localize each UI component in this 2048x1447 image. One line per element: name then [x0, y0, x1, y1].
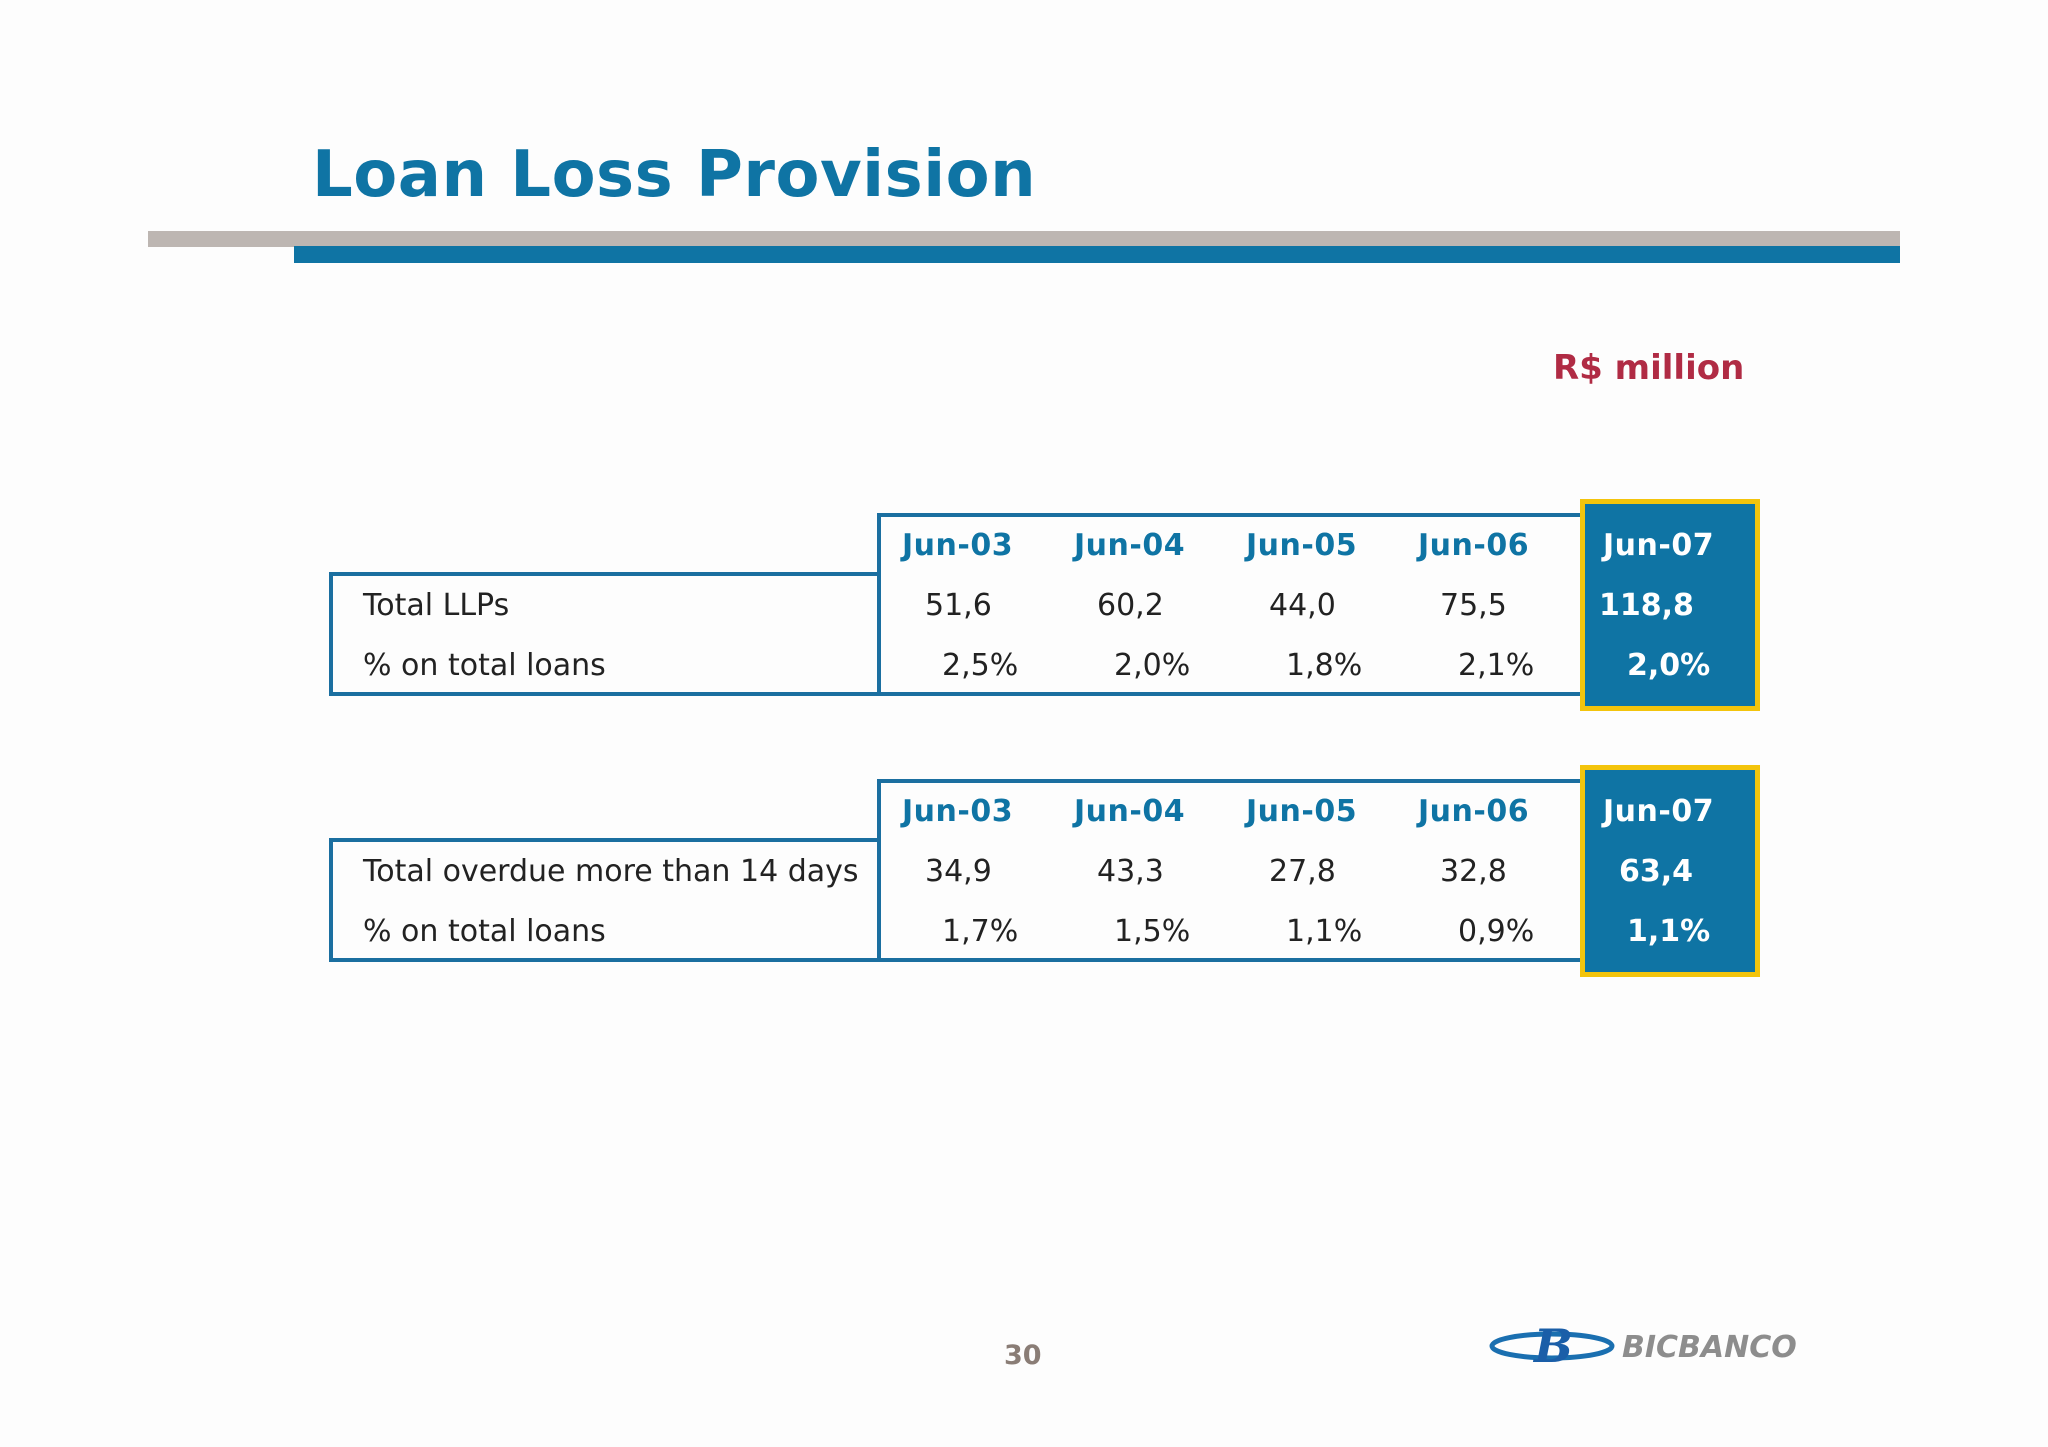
logo-b-mark: B: [1532, 1322, 1573, 1366]
highlight-column-jun-07: [1580, 765, 1760, 977]
table-cell: 44,0: [1269, 588, 1336, 623]
table-cell: 2,5%: [942, 648, 1019, 683]
column-header: Jun-06: [1418, 528, 1530, 563]
page-number: 30: [1004, 1340, 1042, 1371]
column-header: Jun-03: [902, 794, 1014, 829]
row-label: Total overdue more than 14 days: [363, 854, 859, 889]
table-border: [877, 779, 881, 962]
table-border: [329, 572, 879, 576]
table-cell: 1,8%: [1286, 648, 1363, 683]
table-border: [329, 958, 1582, 962]
table-cell-highlight: 1,1%: [1627, 914, 1711, 949]
column-header: Jun-05: [1246, 528, 1358, 563]
table-cell-highlight: 63,4: [1619, 854, 1694, 889]
table-cell: 32,8: [1440, 854, 1507, 889]
logo-wordmark: BICBANCO: [1622, 1330, 1797, 1365]
logo-swoosh-icon: [1489, 1331, 1615, 1361]
unit-label: R$ million: [1553, 348, 1745, 388]
table-cell: 1,7%: [942, 914, 1019, 949]
column-header-highlight: Jun-07: [1603, 528, 1715, 563]
table-cell: 75,5: [1440, 588, 1507, 623]
table-cell: 27,8: [1269, 854, 1336, 889]
table-cell: 34,9: [925, 854, 992, 889]
table-cell-highlight: 2,0%: [1627, 648, 1711, 683]
column-header-highlight: Jun-07: [1603, 794, 1715, 829]
title-divider-blue: [294, 246, 1900, 263]
table-cell: 2,1%: [1458, 648, 1535, 683]
column-header: Jun-03: [902, 528, 1014, 563]
table-border: [879, 513, 1582, 517]
table-border: [879, 779, 1582, 783]
column-header: Jun-04: [1074, 528, 1186, 563]
title-divider-gray: [148, 231, 1900, 247]
table-cell: 1,5%: [1114, 914, 1191, 949]
table-border: [329, 838, 333, 962]
table-cell: 1,1%: [1286, 914, 1363, 949]
bicbanco-logo: B BICBANCO: [1489, 1322, 1797, 1366]
table-border: [329, 692, 1582, 696]
column-header: Jun-05: [1246, 794, 1358, 829]
table-cell: 60,2: [1097, 588, 1164, 623]
table-border: [329, 572, 333, 696]
table-border: [877, 513, 881, 696]
row-label: Total LLPs: [363, 588, 510, 623]
table-cell: 0,9%: [1458, 914, 1535, 949]
column-header: Jun-04: [1074, 794, 1186, 829]
table-cell-highlight: 118,8: [1599, 588, 1694, 623]
page-title: Loan Loss Provision: [312, 138, 1037, 212]
table-cell: 43,3: [1097, 854, 1164, 889]
row-label: % on total loans: [363, 648, 606, 683]
row-label: % on total loans: [363, 914, 606, 949]
table-cell: 51,6: [925, 588, 992, 623]
table-cell: 2,0%: [1114, 648, 1191, 683]
column-header: Jun-06: [1418, 794, 1530, 829]
highlight-column-jun-07: [1580, 499, 1760, 711]
table-border: [329, 838, 879, 842]
